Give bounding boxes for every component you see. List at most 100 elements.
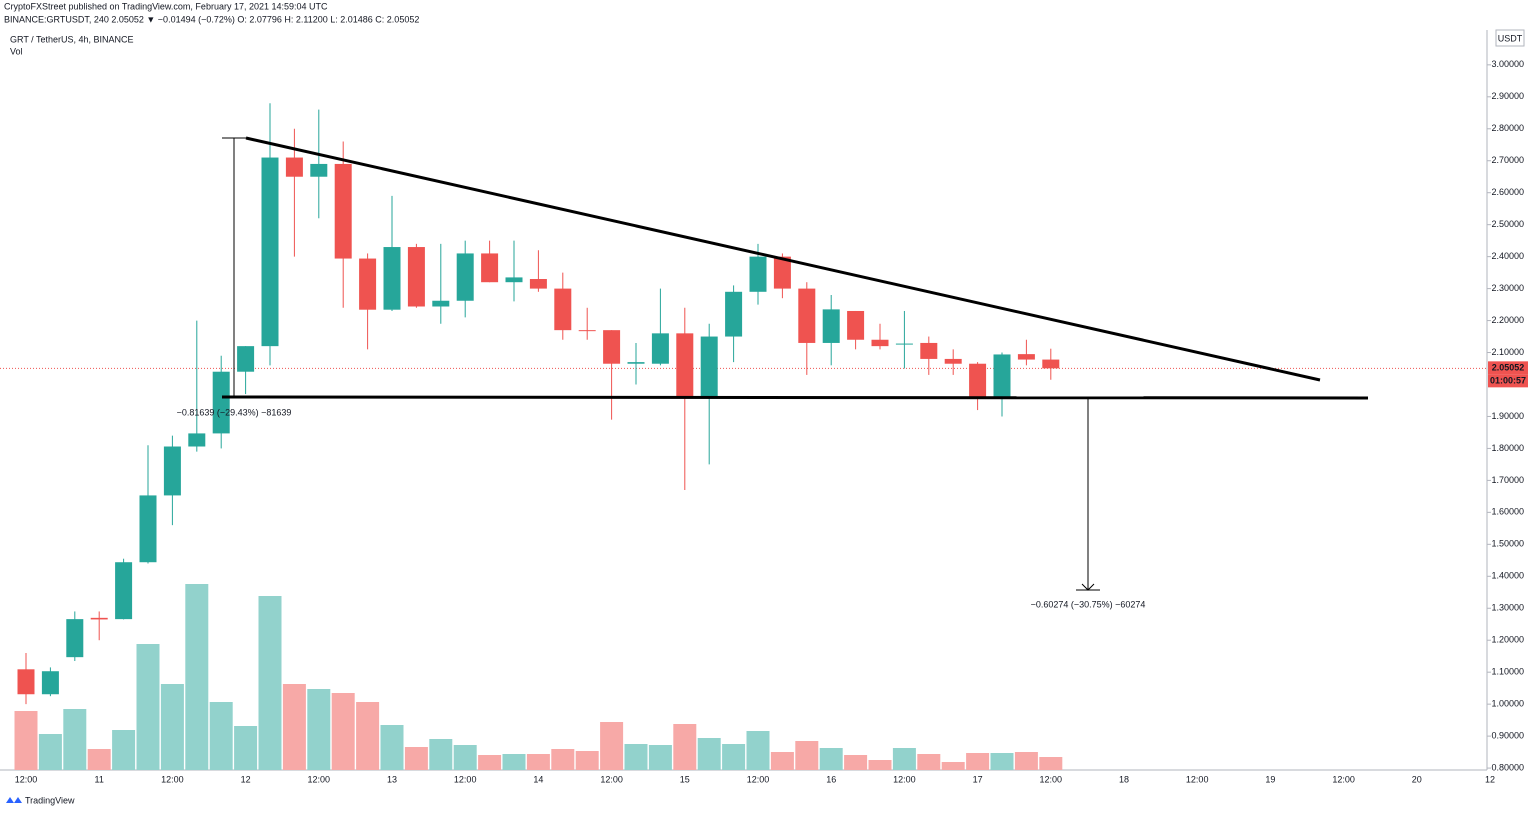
- candle-body: [17, 669, 35, 695]
- x-tick-label: 12:00: [600, 774, 623, 784]
- candle-body: [578, 330, 596, 332]
- candle-body: [725, 291, 743, 337]
- volume-bar: [673, 724, 697, 770]
- candle-body: [993, 354, 1011, 398]
- y-tick-label: 2.80000: [1491, 123, 1524, 133]
- volume-bar: [551, 749, 575, 770]
- volume-bar: [380, 725, 404, 770]
- candle-body: [334, 163, 352, 259]
- candle-body: [749, 256, 767, 292]
- volume-bar: [63, 709, 87, 770]
- candle-body: [944, 358, 962, 364]
- volume-bar: [185, 584, 209, 770]
- volume-bar: [844, 755, 868, 770]
- candle-body: [90, 617, 108, 620]
- volume-bar: [404, 747, 428, 770]
- volume-bar: [526, 754, 550, 770]
- plot: [0, 103, 1487, 770]
- volume-bar: [795, 741, 819, 770]
- y-tick-label: 1.00000: [1491, 699, 1524, 709]
- volume-bar: [990, 753, 1014, 770]
- volume-bar: [746, 731, 770, 770]
- candle-body: [773, 256, 791, 289]
- x-tick-label: 12:00: [161, 774, 184, 784]
- candle-body: [359, 258, 377, 310]
- x-tick-label: 19: [1265, 774, 1275, 784]
- volume-bar: [575, 751, 599, 770]
- volume-bar: [966, 753, 990, 770]
- x-tick-label: 13: [387, 774, 397, 784]
- volume-bar: [722, 744, 746, 770]
- candle-body: [212, 371, 230, 434]
- x-tick-label: 18: [1119, 774, 1129, 784]
- volume-bar: [136, 644, 160, 770]
- volume-bar: [112, 730, 136, 770]
- y-tick-label: 2.90000: [1491, 91, 1524, 101]
- volume-bar: [429, 739, 453, 770]
- y-tick-label: 1.20000: [1491, 635, 1524, 645]
- candle-body: [554, 288, 572, 331]
- volume-bar: [941, 762, 965, 770]
- candle-body: [529, 279, 547, 289]
- y-tick-label: 1.10000: [1491, 667, 1524, 677]
- candle-body: [603, 330, 621, 364]
- volume-bar: [307, 689, 331, 770]
- volume-bar: [209, 702, 233, 770]
- candle-body: [1017, 354, 1035, 360]
- last-price-label: 2.05052: [1492, 363, 1525, 373]
- volume-bar: [87, 749, 111, 770]
- candle-body: [261, 157, 279, 347]
- candle-body: [456, 253, 474, 301]
- volume-bar: [38, 734, 62, 770]
- y-tick-label: 1.50000: [1491, 539, 1524, 549]
- x-tick-label: 11: [95, 774, 104, 784]
- candle-body: [920, 342, 938, 359]
- y-tick-label: 2.40000: [1491, 251, 1524, 261]
- currency: USDT: [1498, 33, 1523, 43]
- candle-body: [676, 333, 694, 398]
- countdown: 01:00:57: [1490, 376, 1526, 386]
- y-tick-label: 1.70000: [1491, 475, 1524, 485]
- y-tick-label: 1.30000: [1491, 603, 1524, 613]
- y-tick-label: 0.90000: [1491, 730, 1524, 740]
- candle-body: [383, 247, 401, 310]
- candle-body: [505, 277, 523, 283]
- y-tick-label: 1.60000: [1491, 507, 1524, 517]
- candle-body: [822, 309, 840, 343]
- volume-bar: [1014, 752, 1038, 770]
- target-label: −0.60274 (−30.75%) −60274: [1031, 599, 1146, 609]
- y-tick-label: 2.50000: [1491, 219, 1524, 229]
- volume-bar: [770, 752, 794, 770]
- candle-body: [895, 343, 913, 345]
- candle-body: [66, 619, 84, 658]
- y-tick-label: 3.00000: [1491, 59, 1524, 69]
- countdown-tag: [1488, 374, 1528, 388]
- volume-bar: [600, 722, 624, 770]
- currency-box: [1495, 29, 1525, 47]
- x-tick-label: 12:00: [15, 774, 38, 784]
- volume-bar: [892, 748, 916, 770]
- volume-bar: [1039, 757, 1063, 770]
- volume-bar: [478, 755, 502, 770]
- brand: TradingView: [25, 795, 75, 805]
- candle-body: [481, 253, 499, 283]
- y-tick-label: 1.40000: [1491, 571, 1524, 581]
- volume-bar: [331, 693, 355, 770]
- target-arrow: [1081, 583, 1095, 591]
- x-tick-label: 12:00: [747, 774, 770, 784]
- candle-body: [285, 157, 303, 177]
- y-tick-label: 2.20000: [1491, 315, 1524, 325]
- last-price-tag: [1488, 361, 1528, 375]
- x-tick-label: 17: [973, 774, 983, 784]
- y-tick-label: 1.80000: [1491, 443, 1524, 453]
- x-tick-label: 12:00: [1186, 774, 1209, 784]
- x-tick-label: 12:00: [454, 774, 477, 784]
- volume-bar: [14, 711, 38, 770]
- candle-body: [237, 346, 255, 372]
- measure-label: −0.81639 (−29.43%) −81639: [177, 407, 292, 417]
- x-tick-label: 15: [680, 774, 690, 784]
- y-tick-label: 1.90000: [1491, 411, 1524, 421]
- candle-body: [163, 446, 181, 496]
